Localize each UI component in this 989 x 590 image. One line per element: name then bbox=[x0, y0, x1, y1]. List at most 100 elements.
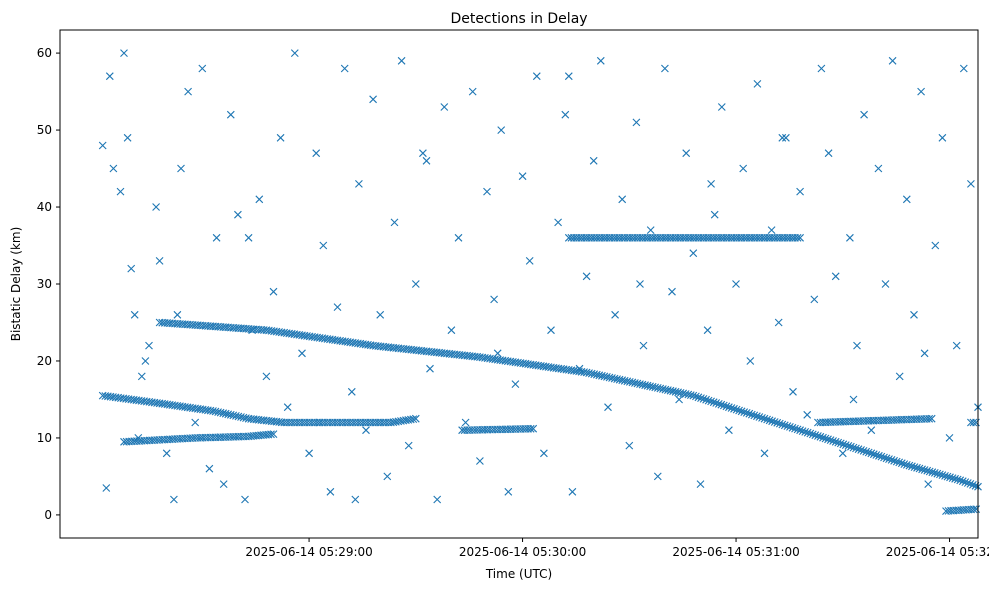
detection-point bbox=[319, 241, 328, 250]
detection-point bbox=[938, 471, 947, 479]
detection-point bbox=[575, 364, 584, 373]
detection-point bbox=[707, 180, 715, 188]
detection-point bbox=[881, 280, 890, 288]
detection-point bbox=[419, 149, 427, 158]
detection-point bbox=[347, 387, 356, 396]
detection-point bbox=[782, 133, 790, 142]
detection-point bbox=[920, 349, 929, 358]
detection-point bbox=[951, 474, 959, 483]
detection-point bbox=[829, 437, 837, 445]
detection-point bbox=[120, 49, 128, 57]
detection-point bbox=[952, 341, 961, 350]
detection-point bbox=[123, 133, 132, 142]
detection-point bbox=[618, 195, 627, 204]
detection-point bbox=[526, 424, 535, 433]
detection-point bbox=[369, 95, 377, 104]
detection-point bbox=[801, 428, 810, 436]
detection-point bbox=[831, 272, 840, 281]
detection-point bbox=[362, 426, 370, 435]
detection-point bbox=[821, 434, 830, 443]
detection-point bbox=[177, 164, 185, 173]
detection-point bbox=[692, 392, 700, 401]
detection-point bbox=[793, 425, 802, 434]
detection-point bbox=[780, 421, 789, 430]
detection-point bbox=[875, 451, 883, 460]
detection-point bbox=[948, 474, 957, 482]
detection-point bbox=[198, 64, 207, 73]
detection-point bbox=[910, 310, 918, 319]
detection-point bbox=[109, 164, 118, 173]
detection-point bbox=[105, 72, 114, 81]
detection-point bbox=[908, 462, 916, 471]
detection-point bbox=[476, 457, 484, 465]
x-axis-title: Time (UTC) bbox=[485, 567, 552, 581]
detection-point bbox=[798, 427, 807, 435]
detection-point bbox=[155, 257, 164, 265]
chart-title: Detections in Delay bbox=[450, 11, 587, 27]
detection-point bbox=[653, 472, 662, 481]
detection-point bbox=[972, 505, 981, 513]
detection-point bbox=[276, 133, 285, 142]
detection-point bbox=[639, 341, 648, 350]
detection-point bbox=[411, 280, 420, 288]
detection-point bbox=[696, 480, 705, 488]
detection-point bbox=[661, 64, 669, 73]
detection-point bbox=[411, 414, 420, 423]
detection-point bbox=[468, 87, 477, 96]
detection-point bbox=[493, 349, 502, 358]
detection-point bbox=[682, 149, 691, 158]
detection-point bbox=[925, 414, 934, 423]
y-tick-label: 60 bbox=[37, 46, 52, 60]
detection-point bbox=[831, 437, 840, 446]
detection-point bbox=[747, 410, 756, 419]
detection-point bbox=[814, 432, 822, 440]
detection-point bbox=[732, 280, 740, 288]
detection-point bbox=[746, 357, 755, 365]
scatter-markers bbox=[98, 49, 982, 515]
detection-point bbox=[646, 226, 655, 234]
detection-point bbox=[134, 434, 143, 442]
x-tick-label: 2025-06-14 05:31:00 bbox=[672, 545, 799, 559]
detection-point bbox=[668, 287, 676, 296]
detection-point bbox=[824, 435, 832, 444]
detection-point bbox=[844, 442, 853, 450]
detection-point bbox=[750, 411, 759, 420]
detection-point bbox=[219, 480, 228, 488]
y-tick-label: 0 bbox=[44, 508, 52, 522]
detection-point bbox=[127, 264, 136, 273]
detection-point bbox=[511, 380, 520, 388]
detection-point bbox=[882, 454, 891, 463]
detection-point bbox=[205, 464, 214, 473]
detection-point bbox=[722, 402, 731, 411]
detection-point bbox=[152, 203, 160, 211]
detection-point bbox=[789, 387, 797, 396]
y-tick-label: 20 bbox=[37, 354, 52, 368]
detection-point bbox=[841, 441, 850, 449]
detection-point bbox=[116, 187, 125, 196]
y-tick-label: 50 bbox=[37, 123, 52, 137]
detection-point bbox=[760, 449, 769, 458]
detection-point bbox=[745, 409, 754, 418]
detection-point bbox=[885, 455, 893, 463]
detection-point bbox=[625, 441, 634, 450]
detection-point bbox=[141, 357, 150, 365]
detection-point bbox=[547, 326, 555, 335]
detection-point bbox=[864, 448, 873, 457]
detection-point bbox=[312, 149, 321, 158]
detection-point bbox=[862, 447, 871, 456]
detection-point bbox=[497, 126, 506, 134]
detection-point bbox=[936, 470, 944, 479]
detection-point bbox=[739, 164, 748, 173]
detection-point bbox=[956, 476, 965, 485]
detection-point bbox=[170, 495, 178, 504]
detection-point bbox=[689, 391, 698, 400]
detection-point bbox=[383, 472, 392, 481]
detection-point bbox=[753, 412, 761, 421]
detection-point bbox=[137, 372, 146, 381]
detection-point bbox=[404, 441, 413, 450]
detection-point bbox=[763, 415, 771, 424]
detection-point bbox=[710, 210, 719, 219]
detection-point bbox=[839, 440, 848, 449]
detection-point bbox=[857, 446, 865, 454]
detection-point bbox=[191, 418, 200, 427]
